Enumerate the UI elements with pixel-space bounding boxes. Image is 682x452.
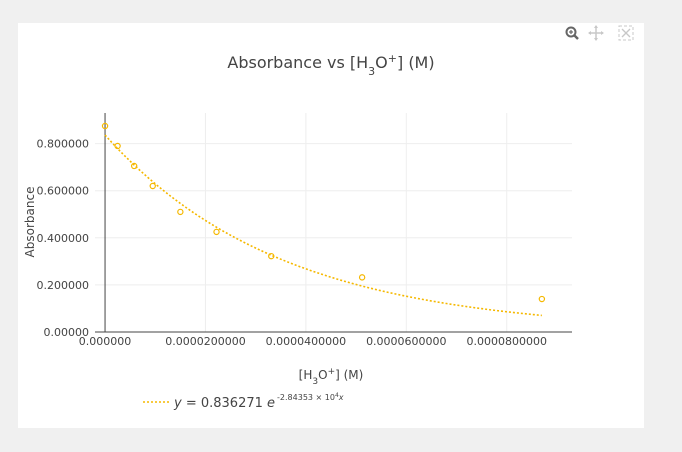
chart-title-prefix: Absorbance vs [H	[227, 53, 368, 72]
chart-panel	[18, 23, 644, 428]
tick-labels: 0.000000 0.0000200000 0.0000400000 0.000060…	[37, 138, 547, 348]
y-tick-label-2: 0.400000	[37, 232, 90, 245]
data-point-1	[114, 142, 121, 150]
x-tick-label-4: 0.0000800000	[466, 335, 546, 348]
x-tick-label-2: 0.0000400000	[266, 335, 346, 348]
data-point-2	[130, 162, 138, 170]
x-tick-label-1: 0.0000200000	[165, 335, 245, 348]
autoscale-icon[interactable]	[617, 24, 635, 42]
legend-equation: y = 0.836271 e -2.84353 × 104x	[173, 392, 344, 411]
series	[101, 122, 546, 317]
x-axis-title-sup: +	[328, 367, 336, 377]
data-point-0	[101, 122, 109, 130]
data-point-8	[538, 295, 546, 303]
data-point-4	[177, 208, 184, 216]
y-tick-label-4: 0.800000	[37, 138, 90, 151]
chart-title-suffix: ] (M)	[397, 53, 435, 72]
legend-y-var: y	[173, 396, 182, 411]
axes	[95, 113, 572, 333]
zoom-icon[interactable]	[563, 24, 581, 42]
y-tick-label-1: 0.200000	[37, 279, 90, 292]
fit-curve	[104, 134, 542, 317]
x-axis-title-prefix: [H	[299, 368, 313, 382]
x-axis-title-sub: 3	[312, 377, 318, 387]
y-tick-label-3: 0.600000	[37, 185, 90, 198]
x-tick-label-3: 0.0000600000	[366, 335, 446, 348]
x-tick-label-0: 0.000000	[79, 335, 132, 348]
data-point-7	[358, 274, 366, 281]
data-point-5	[213, 228, 220, 236]
grid	[95, 113, 572, 332]
legend-eq-exponent: -2.84353 × 10	[277, 393, 335, 402]
chart-title-sub: 3	[368, 65, 375, 78]
x-axis-title-suffix: ] (M)	[335, 368, 363, 382]
x-axis-title-o: O	[318, 368, 327, 382]
y-axis-title: Absorbance	[23, 187, 37, 258]
chart-title-o: O	[375, 53, 388, 72]
y-tick-label-0: 0.00000	[44, 326, 90, 339]
chart-title-sup: +	[388, 52, 397, 65]
pan-icon[interactable]	[587, 24, 605, 42]
chart-title: Absorbance vs [H3O+] (M)	[227, 52, 434, 78]
legend: y = 0.836271 e -2.84353 × 104x	[143, 392, 344, 411]
legend-eq-coef: = 0.836271	[182, 396, 267, 411]
legend-eq-exp-var: x	[338, 393, 344, 402]
data-point-3	[149, 182, 156, 190]
legend-eq-base: e	[267, 396, 275, 411]
x-axis-title: [H3O+] (M)	[299, 367, 364, 387]
legend-eq-exp-power: 4	[335, 392, 339, 399]
data-point-6	[268, 252, 275, 260]
modebar	[563, 24, 643, 44]
